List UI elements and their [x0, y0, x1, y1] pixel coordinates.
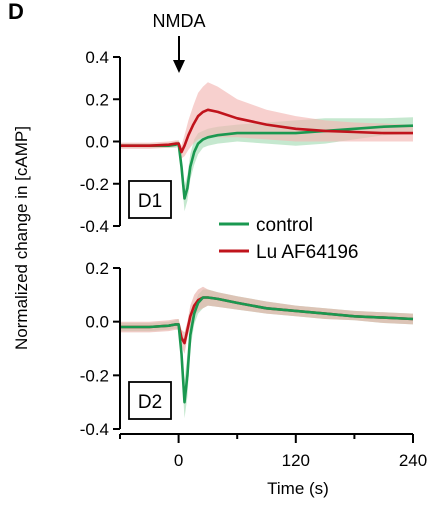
- y-tick-label: -0.2: [80, 175, 109, 194]
- series-line-control: [120, 296, 414, 404]
- panel-d1: 0.4 0.2 0.0 -0.2 -0.4 D1: [80, 48, 414, 236]
- panel-label-box: [128, 381, 172, 420]
- legend: control Lu AF64196: [219, 215, 358, 263]
- panel-letter: D: [8, 0, 24, 24]
- series-line-lu-af64196: [120, 108, 413, 154]
- panel-label-box: [128, 180, 172, 219]
- panel-label: D2: [138, 392, 162, 413]
- legend-label-lu-af64196: Lu AF64196: [256, 242, 358, 263]
- nmda-arrow: [173, 36, 185, 73]
- x-tick-label: 120: [282, 451, 310, 470]
- y-tick-label: 0.0: [85, 313, 109, 332]
- band-lu-af64196: [120, 82, 413, 159]
- y-tick-label: -0.4: [80, 420, 109, 439]
- panel-d2: 0.2 0.0 -0.2 -0.4 D2 0 120 240: [80, 259, 427, 470]
- x-tick-label: 240: [399, 451, 427, 470]
- y-tick-label: 0.2: [85, 259, 109, 278]
- y-tick-label: 0.0: [85, 133, 109, 152]
- y-axis-title: Normalized change in [cAMP]: [12, 126, 31, 350]
- y-tick-label: -0.4: [80, 217, 109, 236]
- x-axis-title: Time (s): [267, 479, 329, 498]
- band-lu-af64196: [120, 286, 413, 354]
- x-tick-label: 0: [174, 451, 183, 470]
- legend-label-control: control: [256, 215, 313, 236]
- y-tick-label: 0.2: [85, 90, 109, 109]
- panel-label: D1: [138, 191, 162, 212]
- nmda-annotation: NMDA: [153, 11, 206, 31]
- y-tick-label: -0.2: [80, 366, 109, 385]
- y-tick-label: 0.4: [85, 48, 109, 67]
